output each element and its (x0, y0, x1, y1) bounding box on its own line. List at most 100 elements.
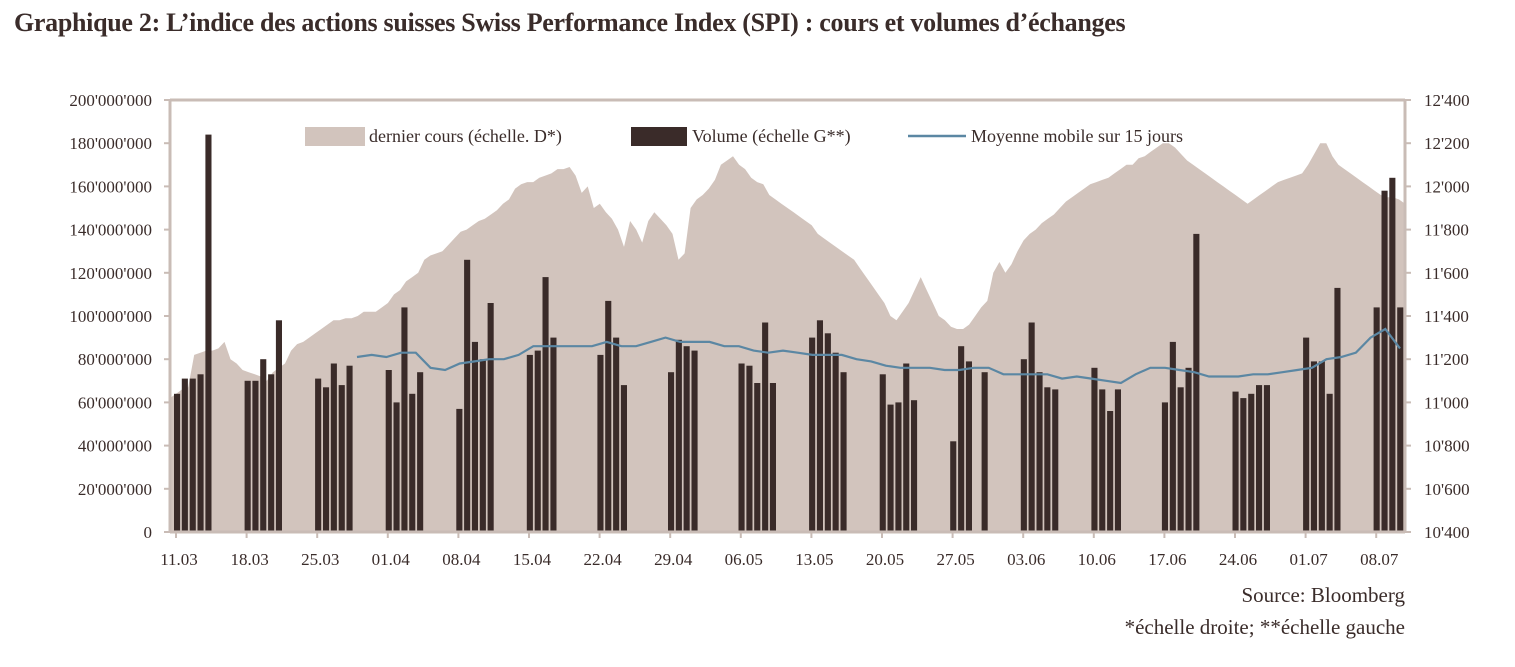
volume-bar (597, 354, 604, 532)
x-tick-label: 17.06 (1148, 550, 1186, 569)
volume-bar (1256, 385, 1263, 532)
volume-bar (401, 307, 408, 532)
volume-bar (683, 346, 690, 532)
volume-bar (1397, 307, 1404, 532)
x-tick-label: 20.05 (866, 550, 904, 569)
x-tick-label: 01.04 (372, 550, 411, 569)
volume-bar (542, 277, 549, 532)
right-tick-label: 11'400 (1424, 307, 1469, 326)
right-tick-label: 11'200 (1424, 350, 1469, 369)
x-tick-label: 18.03 (230, 550, 268, 569)
volume-bar (1389, 177, 1396, 533)
volume-bar (1263, 385, 1270, 532)
volume-bar (550, 337, 557, 532)
volume-bar (879, 374, 886, 532)
right-tick-label: 10'800 (1424, 437, 1470, 456)
volume-bar (981, 372, 988, 532)
volume-bar (189, 378, 196, 532)
legend-label-volume: Volume (échelle G**) (692, 126, 851, 147)
volume-bar (1169, 341, 1176, 532)
volume-bar (1381, 190, 1388, 532)
volume-bar (174, 393, 181, 532)
source-note: Source: Bloomberg (1241, 583, 1405, 607)
legend-label-price: dernier cours (échelle. D*) (369, 126, 562, 147)
volume-bar (605, 300, 612, 532)
volume-bar (613, 337, 620, 532)
volume-bar (840, 372, 847, 532)
x-tick-label: 29.04 (654, 550, 693, 569)
tick-labels-layer: 0 20'000'000 40'000'000 60'000'000 80'000'00… (69, 91, 1469, 569)
left-tick-label: 0 (144, 523, 153, 542)
volume-bar (417, 372, 424, 532)
volume-bar (1232, 391, 1239, 532)
volume-bar (816, 320, 823, 532)
volume-bar (1310, 361, 1317, 532)
x-tick-label: 11.03 (160, 550, 198, 569)
volume-bar (1303, 337, 1310, 532)
x-tick-label: 27.05 (936, 550, 974, 569)
volume-bar (903, 363, 910, 532)
x-tick-label: 08.04 (442, 550, 481, 569)
left-tick-label: 120'000'000 (69, 264, 152, 283)
volume-bar (252, 380, 259, 532)
volume-bar (1114, 389, 1121, 532)
volume-bar (824, 333, 831, 532)
left-tick-label: 80'000'000 (78, 350, 152, 369)
volume-bar (1240, 398, 1247, 532)
volume-bar (675, 339, 682, 532)
volume-bar (464, 259, 471, 532)
volume-bar (769, 383, 776, 532)
volume-bar (746, 365, 753, 532)
right-tick-label: 11'600 (1424, 264, 1469, 283)
volume-bar (762, 322, 769, 532)
volume-bar (754, 383, 761, 532)
volume-bar (958, 346, 965, 532)
volume-bar (809, 337, 816, 532)
volume-bar (1177, 387, 1184, 532)
volume-bars-layer (174, 134, 1404, 533)
volume-bar (965, 361, 972, 532)
moving-average-layer (356, 327, 1401, 385)
left-tick-label: 160'000'000 (69, 177, 152, 196)
volume-bar (950, 441, 957, 532)
volume-bar (1161, 402, 1168, 532)
volume-bar (1044, 387, 1051, 532)
scale-note: *échelle droite; **échelle gauche (1124, 615, 1405, 639)
volume-bar (479, 359, 486, 532)
volume-bar (1193, 233, 1200, 532)
left-tick-label: 180'000'000 (69, 134, 152, 153)
volume-bar (409, 393, 416, 532)
right-tick-label: 10'600 (1424, 480, 1470, 499)
volume-bar (275, 320, 282, 532)
volume-bar (393, 402, 400, 532)
price-area-layer (170, 143, 1405, 532)
volume-bar (471, 341, 478, 532)
volume-bar (1107, 411, 1114, 532)
x-tick-label: 06.05 (725, 550, 763, 569)
volume-bar (197, 374, 204, 532)
volume-bar (1091, 367, 1098, 532)
left-tick-label: 200'000'000 (69, 91, 152, 110)
volume-bar (456, 408, 463, 532)
legend-swatch-price (305, 127, 365, 146)
right-tick-label: 11'000 (1424, 393, 1469, 412)
volume-bar (323, 387, 330, 532)
volume-bar (887, 404, 894, 532)
volume-bar (526, 354, 533, 532)
legend-label-moving-average: Moyenne mobile sur 15 jours (971, 126, 1183, 146)
x-tick-label: 25.03 (301, 550, 339, 569)
price-area (170, 143, 1405, 532)
volume-bar (1248, 393, 1255, 532)
right-tick-label: 12'000 (1424, 177, 1470, 196)
volume-bar (1326, 393, 1333, 532)
moving-average-line (356, 327, 1401, 385)
volume-bar (268, 374, 275, 532)
volume-bar (911, 400, 918, 532)
volume-bar (1020, 359, 1027, 532)
left-tick-label: 20'000'000 (78, 480, 152, 499)
left-tick-label: 40'000'000 (78, 437, 152, 456)
x-tick-label: 15.04 (513, 550, 552, 569)
volume-bar (346, 365, 353, 532)
volume-bar (1373, 307, 1380, 532)
